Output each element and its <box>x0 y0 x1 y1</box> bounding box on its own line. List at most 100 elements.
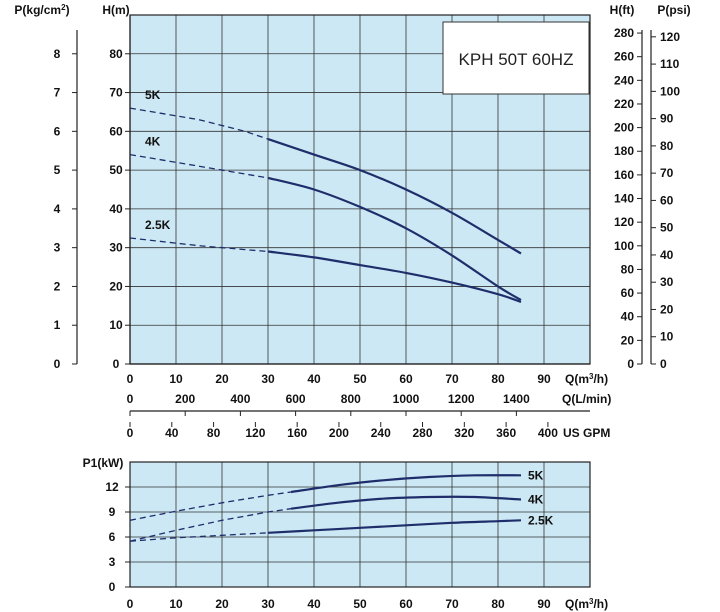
lpm-tick-label: 1200 <box>448 392 475 406</box>
power-q-tick-label: 90 <box>537 597 551 611</box>
h-ft-tick-label: 240 <box>614 73 634 87</box>
h-ft-tick-label: 220 <box>614 97 634 111</box>
power-tick-label: 3 <box>109 555 116 569</box>
h-ft-axis-title: H(ft) <box>610 3 635 17</box>
lpm-tick-label: 200 <box>175 392 195 406</box>
q-tick-label: 30 <box>261 372 275 386</box>
q-tick-label: 20 <box>215 372 229 386</box>
power-q-tick-label: 0 <box>127 597 134 611</box>
q-tick-label: 50 <box>353 372 367 386</box>
h-ft-tick-label: 260 <box>614 50 634 64</box>
power-curve-label-2.5K: 2.5K <box>528 513 554 527</box>
h-ft-tick-label: 60 <box>621 286 635 300</box>
gpm-tick-label: 240 <box>371 426 391 440</box>
h-ft-tick-label: 180 <box>614 144 634 158</box>
h-ft-tick-label: 20 <box>621 333 635 347</box>
gpm-tick-label: 40 <box>165 426 179 440</box>
psi-tick-label: 20 <box>660 302 674 316</box>
h-tick-label: 70 <box>109 86 123 100</box>
curve-label-4K: 4K <box>145 135 161 149</box>
pressure-kg-tick-label: 6 <box>54 124 61 138</box>
lpm-tick-label: 1000 <box>393 392 420 406</box>
h-ft-tick-label: 80 <box>621 262 635 276</box>
power-q-tick-label: 50 <box>353 597 367 611</box>
gpm-tick-label: 320 <box>454 426 474 440</box>
psi-tick-label: 120 <box>660 30 680 44</box>
q-tick-label: 70 <box>445 372 459 386</box>
power-q-axis-title: Q(m3/h) <box>565 597 608 612</box>
h-tick-label: 60 <box>109 124 123 138</box>
pressure-kg-tick-label: 2 <box>54 279 61 293</box>
curve-4K-dashed <box>129 153 269 179</box>
h-tick-label: 80 <box>109 47 123 61</box>
power-curve-4K <box>290 495 522 510</box>
gpm-axis-title: US GPM <box>563 426 610 440</box>
q-tick-label: 80 <box>491 372 505 386</box>
power-curve-2.5K-dashed <box>129 532 269 542</box>
power-tick-label: 6 <box>109 530 116 544</box>
lpm-tick-label: 600 <box>286 392 306 406</box>
h-axis-title: H(m) <box>102 3 129 17</box>
gpm-tick-label: 280 <box>413 426 433 440</box>
power-plot-border <box>129 461 591 588</box>
psi-tick-label: 50 <box>660 221 674 235</box>
pressure-kg-axis-title: P(kg/cm2) <box>14 3 69 18</box>
q-axis-title: Q(m3/h) <box>565 372 608 387</box>
chart-title: KPH 50T 60HZ <box>459 50 574 69</box>
curve-2.5K <box>267 250 522 304</box>
q-tick-label: 60 <box>399 372 413 386</box>
power-curve-5K <box>290 474 522 494</box>
h-tick-label: 50 <box>109 163 123 177</box>
h-ft-tick-label: 0 <box>627 357 634 371</box>
h-tick-label: 40 <box>109 202 123 216</box>
pressure-kg-tick-label: 4 <box>54 202 61 216</box>
lpm-tick-label: 800 <box>341 392 361 406</box>
pressure-kg-tick-label: 0 <box>54 357 61 371</box>
gpm-tick-label: 120 <box>245 426 265 440</box>
power-q-tick-label: 80 <box>491 597 505 611</box>
h-ft-tick-label: 40 <box>621 310 635 324</box>
lpm-tick-label: 400 <box>230 392 250 406</box>
title-box <box>442 21 590 95</box>
q-tick-label: 0 <box>127 372 134 386</box>
power-curve-5K-dashed <box>129 491 292 521</box>
pressure-kg-tick-label: 3 <box>54 241 61 255</box>
psi-tick-label: 110 <box>660 57 680 71</box>
power-q-tick-label: 60 <box>399 597 413 611</box>
power-tick-label: 9 <box>109 505 116 519</box>
curve-4K <box>267 176 522 301</box>
gpm-tick-label: 200 <box>329 426 349 440</box>
psi-tick-label: 60 <box>660 193 674 207</box>
q-tick-label: 10 <box>169 372 183 386</box>
curve-label-5K: 5K <box>145 88 161 102</box>
power-flow-chart: 5K 4K 2.5K 0 3 6 9 12 P1(kW) 0 10 20 30 40 50 60 70 80 90 Q… <box>83 456 608 611</box>
h-ft-tick-label: 100 <box>614 239 634 253</box>
gpm-tick-label: 400 <box>538 426 558 440</box>
h-tick-label: 30 <box>109 241 123 255</box>
curve-5K-dashed <box>129 107 269 140</box>
curve-label-2.5K: 2.5K <box>145 218 171 232</box>
h-ft-tick-label: 200 <box>614 121 634 135</box>
power-q-tick-label: 20 <box>215 597 229 611</box>
pressure-kg-tick-label: 7 <box>54 86 61 100</box>
power-tick-label: 0 <box>109 580 116 594</box>
psi-tick-label: 80 <box>660 139 674 153</box>
gpm-tick-label: 80 <box>207 426 221 440</box>
power-curve-label-5K: 5K <box>528 468 544 482</box>
curve-2.5K-dashed <box>129 237 269 253</box>
q-tick-label: 40 <box>307 372 321 386</box>
h-ft-tick-label: 160 <box>614 168 634 182</box>
pressure-kg-tick-label: 5 <box>54 163 61 177</box>
gpm-tick-label: 0 <box>127 426 134 440</box>
psi-tick-label: 40 <box>660 248 674 262</box>
power-curve-label-4K: 4K <box>528 493 544 507</box>
curve-5K <box>267 138 522 255</box>
power-curve-2.5K <box>267 519 522 534</box>
power-q-tick-label: 40 <box>307 597 321 611</box>
power-curve-4K-dashed <box>129 508 292 542</box>
h-ft-tick-label: 120 <box>614 215 634 229</box>
h-tick-label: 0 <box>113 357 120 371</box>
psi-tick-label: 100 <box>660 84 680 98</box>
pressure-kg-tick-label: 1 <box>54 318 61 332</box>
psi-tick-label: 90 <box>660 112 674 126</box>
